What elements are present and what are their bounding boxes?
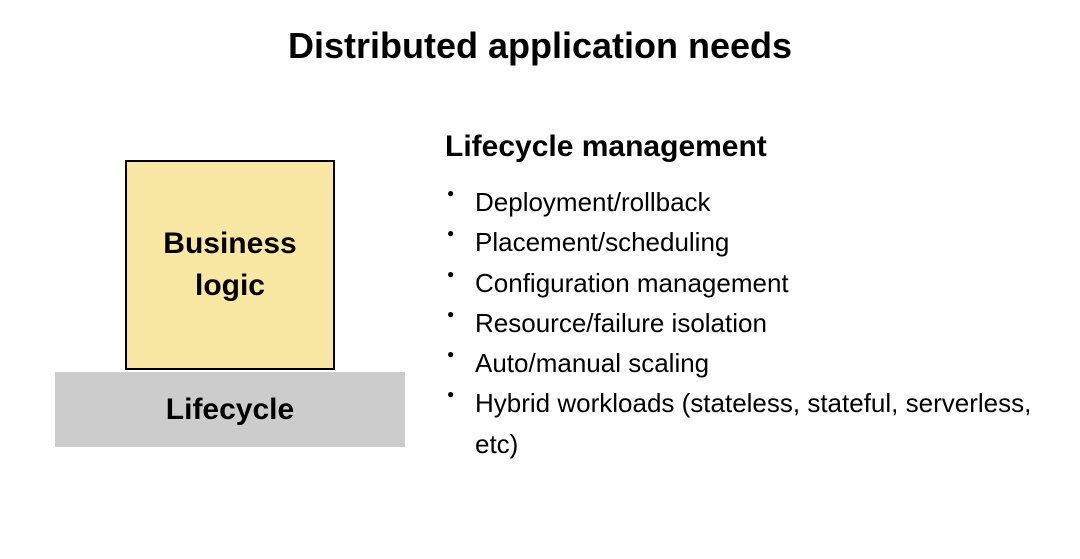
business-logic-line2: logic [195,265,265,307]
list-item: Placement/scheduling [475,222,1055,262]
lifecycle-label: Lifecycle [166,393,294,427]
bullet-list: Deployment/rollback Placement/scheduling… [445,182,1055,464]
content-right: Lifecycle management Deployment/rollback… [445,130,1055,464]
list-item: Deployment/rollback [475,182,1055,222]
subtitle: Lifecycle management [445,130,1055,164]
list-item: Hybrid workloads (stateless, stateful, s… [475,383,1055,464]
page-title: Distributed application needs [0,25,1080,67]
business-logic-box: Business logic [125,160,335,370]
list-item: Auto/manual scaling [475,343,1055,383]
business-logic-line1: Business [163,223,296,265]
lifecycle-box: Lifecycle [55,372,405,447]
list-item: Configuration management [475,263,1055,303]
list-item: Resource/failure isolation [475,303,1055,343]
